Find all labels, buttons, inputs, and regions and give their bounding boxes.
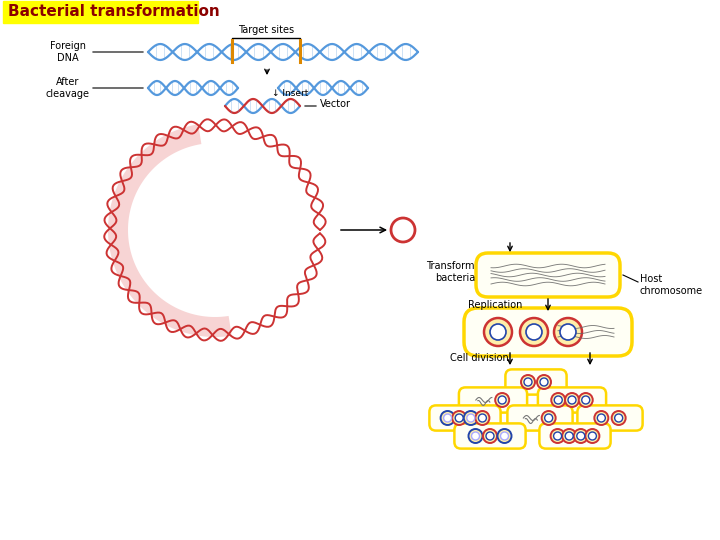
FancyBboxPatch shape: [459, 387, 527, 413]
Circle shape: [565, 393, 579, 407]
FancyBboxPatch shape: [577, 406, 643, 430]
Circle shape: [444, 414, 451, 422]
Circle shape: [554, 318, 582, 346]
Circle shape: [498, 429, 511, 443]
Circle shape: [552, 393, 565, 407]
Circle shape: [520, 318, 548, 346]
Circle shape: [472, 432, 480, 440]
Text: Transform
bacteria: Transform bacteria: [426, 261, 475, 283]
Circle shape: [484, 318, 512, 346]
Circle shape: [455, 414, 463, 422]
Text: Host
chromosome: Host chromosome: [640, 274, 703, 296]
Circle shape: [588, 432, 596, 440]
Text: Replication: Replication: [468, 300, 523, 310]
FancyBboxPatch shape: [476, 253, 620, 297]
Circle shape: [565, 432, 573, 440]
Circle shape: [495, 393, 509, 407]
FancyBboxPatch shape: [539, 423, 611, 449]
Circle shape: [452, 411, 467, 425]
Circle shape: [598, 414, 606, 422]
FancyBboxPatch shape: [505, 369, 567, 395]
Circle shape: [469, 429, 482, 443]
Circle shape: [554, 396, 562, 404]
Circle shape: [544, 414, 553, 422]
Circle shape: [464, 411, 478, 425]
Circle shape: [612, 411, 626, 425]
Circle shape: [521, 375, 535, 389]
FancyBboxPatch shape: [538, 387, 606, 413]
Circle shape: [585, 429, 599, 443]
Circle shape: [577, 432, 585, 440]
Text: Foreign
DNA: Foreign DNA: [50, 41, 86, 63]
Circle shape: [560, 324, 576, 340]
FancyBboxPatch shape: [508, 406, 572, 430]
FancyBboxPatch shape: [454, 423, 526, 449]
Text: Target sites: Target sites: [238, 25, 294, 35]
Circle shape: [541, 411, 556, 425]
Circle shape: [551, 429, 564, 443]
FancyBboxPatch shape: [464, 308, 632, 356]
Circle shape: [579, 393, 593, 407]
Circle shape: [582, 396, 590, 404]
Circle shape: [537, 375, 551, 389]
Circle shape: [526, 324, 542, 340]
FancyBboxPatch shape: [429, 406, 500, 430]
Circle shape: [483, 429, 497, 443]
Circle shape: [540, 378, 548, 386]
Text: ↓ Insert: ↓ Insert: [272, 90, 308, 98]
Circle shape: [467, 414, 474, 422]
FancyBboxPatch shape: [3, 1, 198, 23]
Circle shape: [574, 429, 588, 443]
Circle shape: [615, 414, 623, 422]
Circle shape: [490, 324, 506, 340]
Circle shape: [486, 432, 494, 440]
Circle shape: [498, 396, 506, 404]
Circle shape: [500, 432, 508, 440]
Circle shape: [562, 429, 576, 443]
Text: Vector: Vector: [320, 99, 351, 109]
Polygon shape: [108, 124, 232, 337]
Circle shape: [594, 411, 608, 425]
Circle shape: [568, 396, 576, 404]
Circle shape: [524, 378, 532, 386]
Circle shape: [554, 432, 562, 440]
Circle shape: [478, 414, 487, 422]
Circle shape: [475, 411, 490, 425]
Circle shape: [441, 411, 454, 425]
Text: After
cleavage: After cleavage: [46, 77, 90, 99]
Text: Bacterial transformation: Bacterial transformation: [8, 4, 220, 19]
Text: Cell division: Cell division: [450, 353, 509, 363]
